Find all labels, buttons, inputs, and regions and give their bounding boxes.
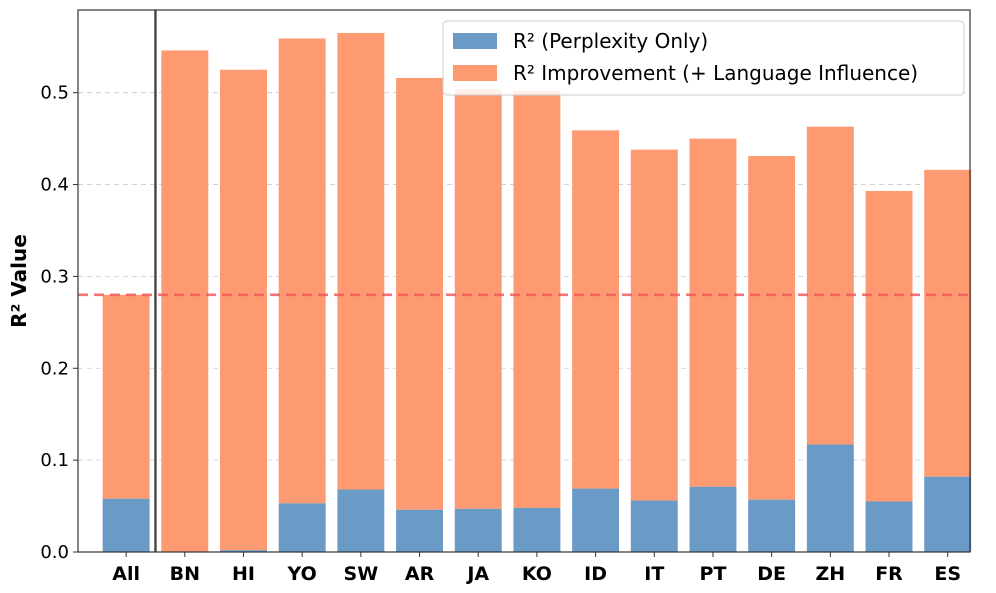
bar-perplexity-de [748,499,796,552]
bar-perplexity-yo [278,503,326,552]
x-tick-label-id: ID [584,563,607,585]
bar-improvement-sw [337,32,385,490]
bar-improvement-hi [220,69,267,551]
x-tick-label-es: ES [934,563,961,585]
x-tick-label-fr: FR [875,563,903,585]
bar-perplexity-ko [513,507,561,552]
y-tick-label: 0.0 [40,542,69,563]
x-tick-label-it: IT [644,563,664,585]
bar-perplexity-es [924,476,972,552]
plot-frame [77,9,971,553]
x-tick-label-de: DE [757,563,786,585]
legend-box [442,20,965,96]
bar-improvement-ko [513,90,561,508]
y-tick-label: 0.3 [40,266,69,287]
x-tick-label-zh: ZH [815,563,845,585]
legend-label-improvement: R² Improvement (+ Language Influence) [513,61,918,85]
bar-perplexity-it [630,500,678,552]
bar-improvement-es [924,169,972,477]
bar-perplexity-all [102,498,150,552]
bar-perplexity-sw [337,489,385,552]
bar-improvement-yo [278,38,326,504]
bar-improvement-id [572,130,620,489]
bar-perplexity-id [572,488,620,552]
x-tick-label-pt: PT [700,563,727,585]
x-tick-label-sw: SW [344,563,379,585]
x-tick-label-ar: AR [405,563,435,585]
x-tick-label-ja: JA [465,563,489,585]
x-tick-label-bn: BN [170,563,200,585]
legend-swatch-improvement [453,65,497,81]
bar-improvement-de [748,156,796,500]
legend-swatch-perplexity [453,33,497,49]
x-axis-ticks: All BN HI YO SW AR JA KO ID IT PT DE ZH FR ES [112,552,961,585]
x-tick-label-all: All [112,563,140,585]
bar-improvement-it [630,149,678,501]
bar-perplexity-fr [865,501,913,552]
y-axis-title: R² Value [7,234,31,328]
y-tick-label: 0.1 [40,450,69,471]
bar-perplexity-ja [454,508,502,552]
legend: R² (Perplexity Only) R² Improvement (+ L… [442,20,965,96]
bar-improvement-pt [689,138,737,487]
x-tick-label-yo: YO [287,563,317,585]
bar-improvement-bn [161,50,209,552]
y-axis-ticks: 0.0 0.1 0.2 0.3 0.4 0.5 [40,83,78,563]
x-tick-label-hi: HI [232,563,255,585]
bar-improvement-ja [454,89,502,509]
y-tick-label: 0.2 [40,358,69,379]
reference-line-group [78,10,970,552]
x-tick-label-ko: KO [522,563,552,585]
bar-perplexity-pt [689,486,737,552]
bar-perplexity-hi [220,550,267,552]
legend-label-perplexity: R² (Perplexity Only) [513,29,708,53]
bar-improvement-fr [865,190,913,502]
y-tick-label: 0.5 [40,83,69,104]
bar-improvement-all [102,294,150,499]
bars [102,32,972,552]
bar-perplexity-ar [396,509,444,552]
bar-improvement-zh [806,126,854,445]
bar-perplexity-zh [806,444,854,552]
y-tick-label: 0.4 [40,175,69,196]
